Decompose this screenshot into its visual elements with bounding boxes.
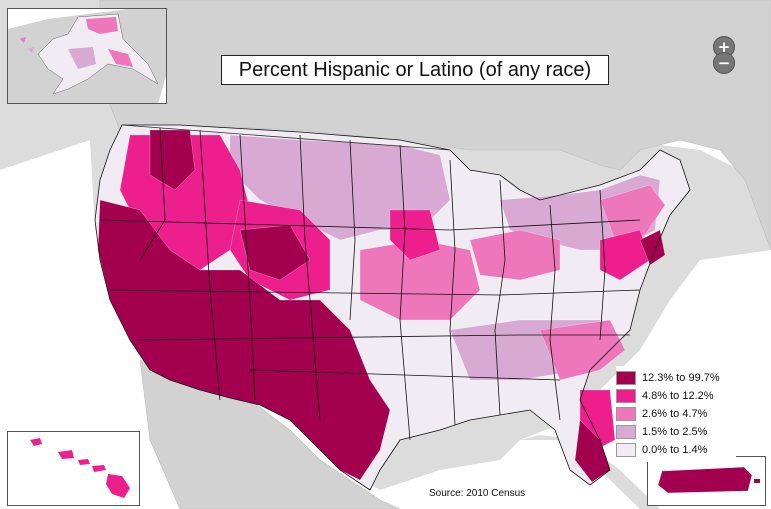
legend-item: 4.8% to 12.2% xyxy=(616,388,736,404)
alaska-inset[interactable] xyxy=(7,8,167,104)
zoom-out-button[interactable]: − xyxy=(713,52,735,74)
legend-label: 1.5% to 2.5% xyxy=(642,426,708,438)
border-line xyxy=(121,124,451,151)
legend-label: 4.8% to 12.2% xyxy=(642,390,714,402)
legend-swatch xyxy=(616,371,636,385)
map-title: Percent Hispanic or Latino (of any race) xyxy=(221,55,609,85)
legend-swatch xyxy=(616,443,636,457)
legend-label: 0.0% to 1.4% xyxy=(642,444,708,456)
legend-swatch xyxy=(616,407,636,421)
legend-swatch xyxy=(616,389,636,403)
legend-label: 12.3% to 99.7% xyxy=(642,372,720,384)
legend-item: 0.0% to 1.4% xyxy=(616,442,736,458)
legend-item: 1.5% to 2.5% xyxy=(616,424,736,440)
hawaii-inset[interactable] xyxy=(7,431,140,506)
legend-swatch xyxy=(616,425,636,439)
legend-item: 2.6% to 4.7% xyxy=(616,406,736,422)
state-borders xyxy=(94,124,691,491)
source-note: Source: 2010 Census xyxy=(429,488,526,499)
legend-item: 12.3% to 99.7% xyxy=(616,370,736,386)
legend: 12.3% to 99.7% 4.8% to 12.2% 2.6% to 4.7… xyxy=(616,366,736,462)
legend-label: 2.6% to 4.7% xyxy=(642,408,708,420)
puerto-rico-inset[interactable] xyxy=(647,456,766,506)
